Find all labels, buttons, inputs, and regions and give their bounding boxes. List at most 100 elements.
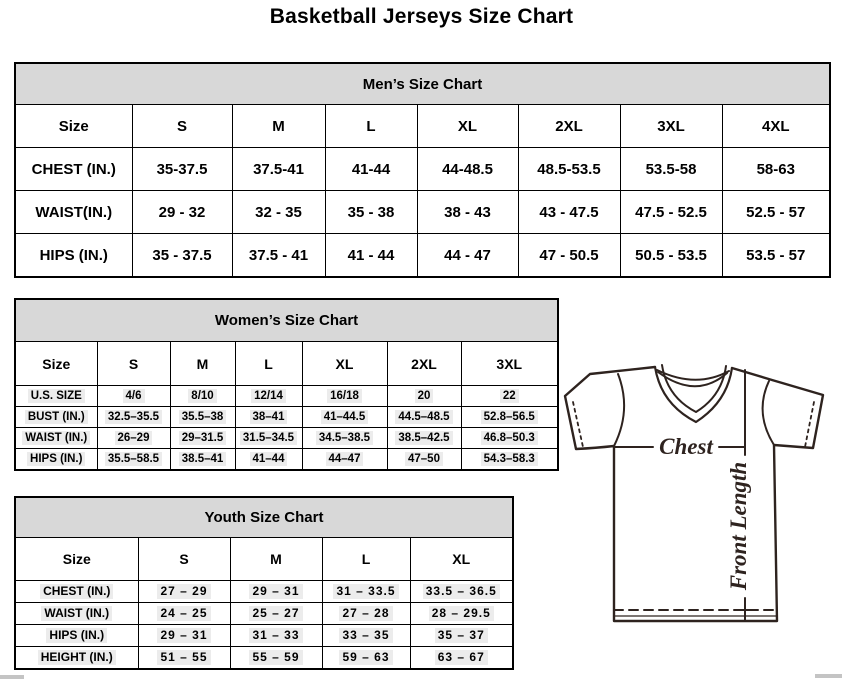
measurement-value: 38.5–41 <box>169 448 236 471</box>
women-grid: Women’s Size Chart Size S M L XL 2XL 3XL U.S. SI… <box>14 298 559 471</box>
measurement-value: 32 - 35 <box>231 190 326 234</box>
measurement-label: HIPS (IN.) <box>14 448 98 471</box>
measurement-value: 35.5–38 <box>169 406 236 428</box>
measurement-value: 35.5–58.5 <box>96 448 171 471</box>
measurement-value: 8/10 <box>169 385 236 407</box>
scrollbar-fragment-left[interactable] <box>0 675 24 679</box>
measurement-value: 53.5 - 57 <box>721 233 831 278</box>
measurement-value: 33.5 – 36.5 <box>409 580 514 603</box>
measurement-label: CHEST (IN.) <box>14 580 139 603</box>
youth-grid: Youth Size Chart Size S M L XL CHEST (IN.) 27 –… <box>14 496 514 670</box>
measurement-value: 55 – 59 <box>229 646 323 670</box>
measurement-label: WAIST (IN.) <box>14 427 98 449</box>
measurement-value: 52.5 - 57 <box>721 190 831 234</box>
size-column-header: S <box>137 537 231 581</box>
womens-size-table: Women’s Size Chart Size S M L XL 2XL 3XL U.S. SI… <box>14 298 559 471</box>
collar-back-arc-upper <box>656 369 730 381</box>
measurement-value: 37.5 - 41 <box>231 233 326 278</box>
jersey-outline-path <box>563 365 825 623</box>
size-row-label: Size <box>14 104 133 148</box>
size-column-header: 2XL <box>517 104 621 148</box>
men-grid: Men’s Size Chart Size S M L XL 2XL 3XL 4XL CHEST … <box>14 62 831 278</box>
measurement-value: 29 – 31 <box>137 624 231 647</box>
measurement-value: 48.5-53.5 <box>517 147 621 191</box>
mens-size-table: Men’s Size Chart Size S M L XL 2XL 3XL 4XL CHEST … <box>14 62 831 278</box>
measurement-value: 44-48.5 <box>416 147 519 191</box>
measurement-value: 50.5 - 53.5 <box>619 233 723 278</box>
measurement-value: 44.5–48.5 <box>386 406 462 428</box>
measurement-row: WAIST(IN.) 29 - 32 32 - 35 35 - 38 38 - 43 43… <box>14 190 831 234</box>
left-cuff-dashed-line <box>572 401 584 448</box>
right-cuff-dashed-line <box>804 401 815 448</box>
measurement-row: CHEST (IN.) 27 – 29 29 – 31 31 – 33.5 33.5 –… <box>14 580 514 603</box>
measurement-row: HIPS (IN.) 35.5–58.5 38.5–41 41–44 44–47 47–5… <box>14 448 559 471</box>
measurement-row: HEIGHT (IN.) 51 – 55 55 – 59 59 – 63 63 – 67 <box>14 646 514 670</box>
measurement-value: 31 – 33 <box>229 624 323 647</box>
measurement-label: CHEST (IN.) <box>14 147 133 191</box>
size-column-header: L <box>321 537 411 581</box>
measurement-value: 52.8–56.5 <box>460 406 559 428</box>
measurement-row: WAIST (IN.) 24 – 25 25 – 27 27 – 28 28 – 29.… <box>14 602 514 625</box>
measurement-value: 26–29 <box>96 427 171 449</box>
measurement-value: 47.5 - 52.5 <box>619 190 723 234</box>
measurement-value: 38–41 <box>234 406 303 428</box>
measurement-value: 35 - 38 <box>324 190 418 234</box>
measurement-value: 38 - 43 <box>416 190 519 234</box>
chest-label: Chest <box>659 434 713 459</box>
measurement-value: 37.5-41 <box>231 147 326 191</box>
measurement-value: 43 - 47.5 <box>517 190 621 234</box>
right-sleeve-seam <box>761 380 775 446</box>
measurement-value: 29 - 32 <box>131 190 233 234</box>
size-column-header: 4XL <box>721 104 831 148</box>
measurement-label: BUST (IN.) <box>14 406 98 428</box>
size-column-header: S <box>131 104 233 148</box>
size-column-header: XL <box>409 537 514 581</box>
measurement-value: 46.8–50.3 <box>460 427 559 449</box>
measurement-value: 4/6 <box>96 385 171 407</box>
measurement-value: 29–31.5 <box>169 427 236 449</box>
size-column-header: L <box>324 104 418 148</box>
women-table-title: Women’s Size Chart <box>14 298 559 342</box>
page-title: Basketball Jerseys Size Chart <box>269 5 574 28</box>
left-sleeve-seam <box>613 373 626 447</box>
measurement-value: 12/14 <box>234 385 303 407</box>
jersey-measurement-diagram: Chest Front Length <box>563 364 825 623</box>
measurement-value: 35-37.5 <box>131 147 233 191</box>
measurement-value: 24 – 25 <box>137 602 231 625</box>
measurement-label: U.S. SIZE <box>14 385 98 407</box>
measurement-row: CHEST (IN.) 35-37.5 37.5-41 41-44 44-48.5 48.… <box>14 147 831 191</box>
size-column-header: XL <box>301 341 388 386</box>
measurement-value: 25 – 27 <box>229 602 323 625</box>
front-length-label: Front Length <box>726 462 751 591</box>
men-table-title: Men’s Size Chart <box>14 62 831 105</box>
measurement-value: 31.5–34.5 <box>234 427 303 449</box>
measurement-row: WAIST (IN.) 26–29 29–31.5 31.5–34.5 34.5–38.… <box>14 427 559 449</box>
youth-size-table: Youth Size Chart Size S M L XL CHEST (IN.) 27 –… <box>14 496 514 670</box>
measurement-row: BUST (IN.) 32.5–35.5 35.5–38 38–41 41–44.5 44… <box>14 406 559 428</box>
measurement-value: 33 – 35 <box>321 624 411 647</box>
measurement-label: HIPS (IN.) <box>14 233 133 278</box>
measurement-value: 44 - 47 <box>416 233 519 278</box>
measurement-value: 41 - 44 <box>324 233 418 278</box>
measurement-value: 54.3–58.3 <box>460 448 559 471</box>
size-row-label: Size <box>14 537 139 581</box>
measurement-value: 58-63 <box>721 147 831 191</box>
measurement-label: WAIST (IN.) <box>14 602 139 625</box>
measurement-value: 35 - 37.5 <box>131 233 233 278</box>
collar-inner-vneck <box>661 364 727 413</box>
measurement-value: 20 <box>386 385 462 407</box>
size-column-header: M <box>231 104 326 148</box>
measurement-label: HEIGHT (IN.) <box>14 646 139 670</box>
measurement-value: 31 – 33.5 <box>321 580 411 603</box>
measurement-value: 59 – 63 <box>321 646 411 670</box>
youth-table-title: Youth Size Chart <box>14 496 514 538</box>
measurement-value: 38.5–42.5 <box>386 427 462 449</box>
size-column-header: 3XL <box>619 104 723 148</box>
measurement-value: 41–44.5 <box>301 406 388 428</box>
collar-outer-vneck <box>653 365 734 424</box>
scrollbar-fragment-right[interactable] <box>815 674 842 678</box>
size-column-header: L <box>234 341 303 386</box>
size-column-header: M <box>169 341 236 386</box>
measurement-value: 63 – 67 <box>409 646 514 670</box>
measurement-value: 22 <box>460 385 559 407</box>
